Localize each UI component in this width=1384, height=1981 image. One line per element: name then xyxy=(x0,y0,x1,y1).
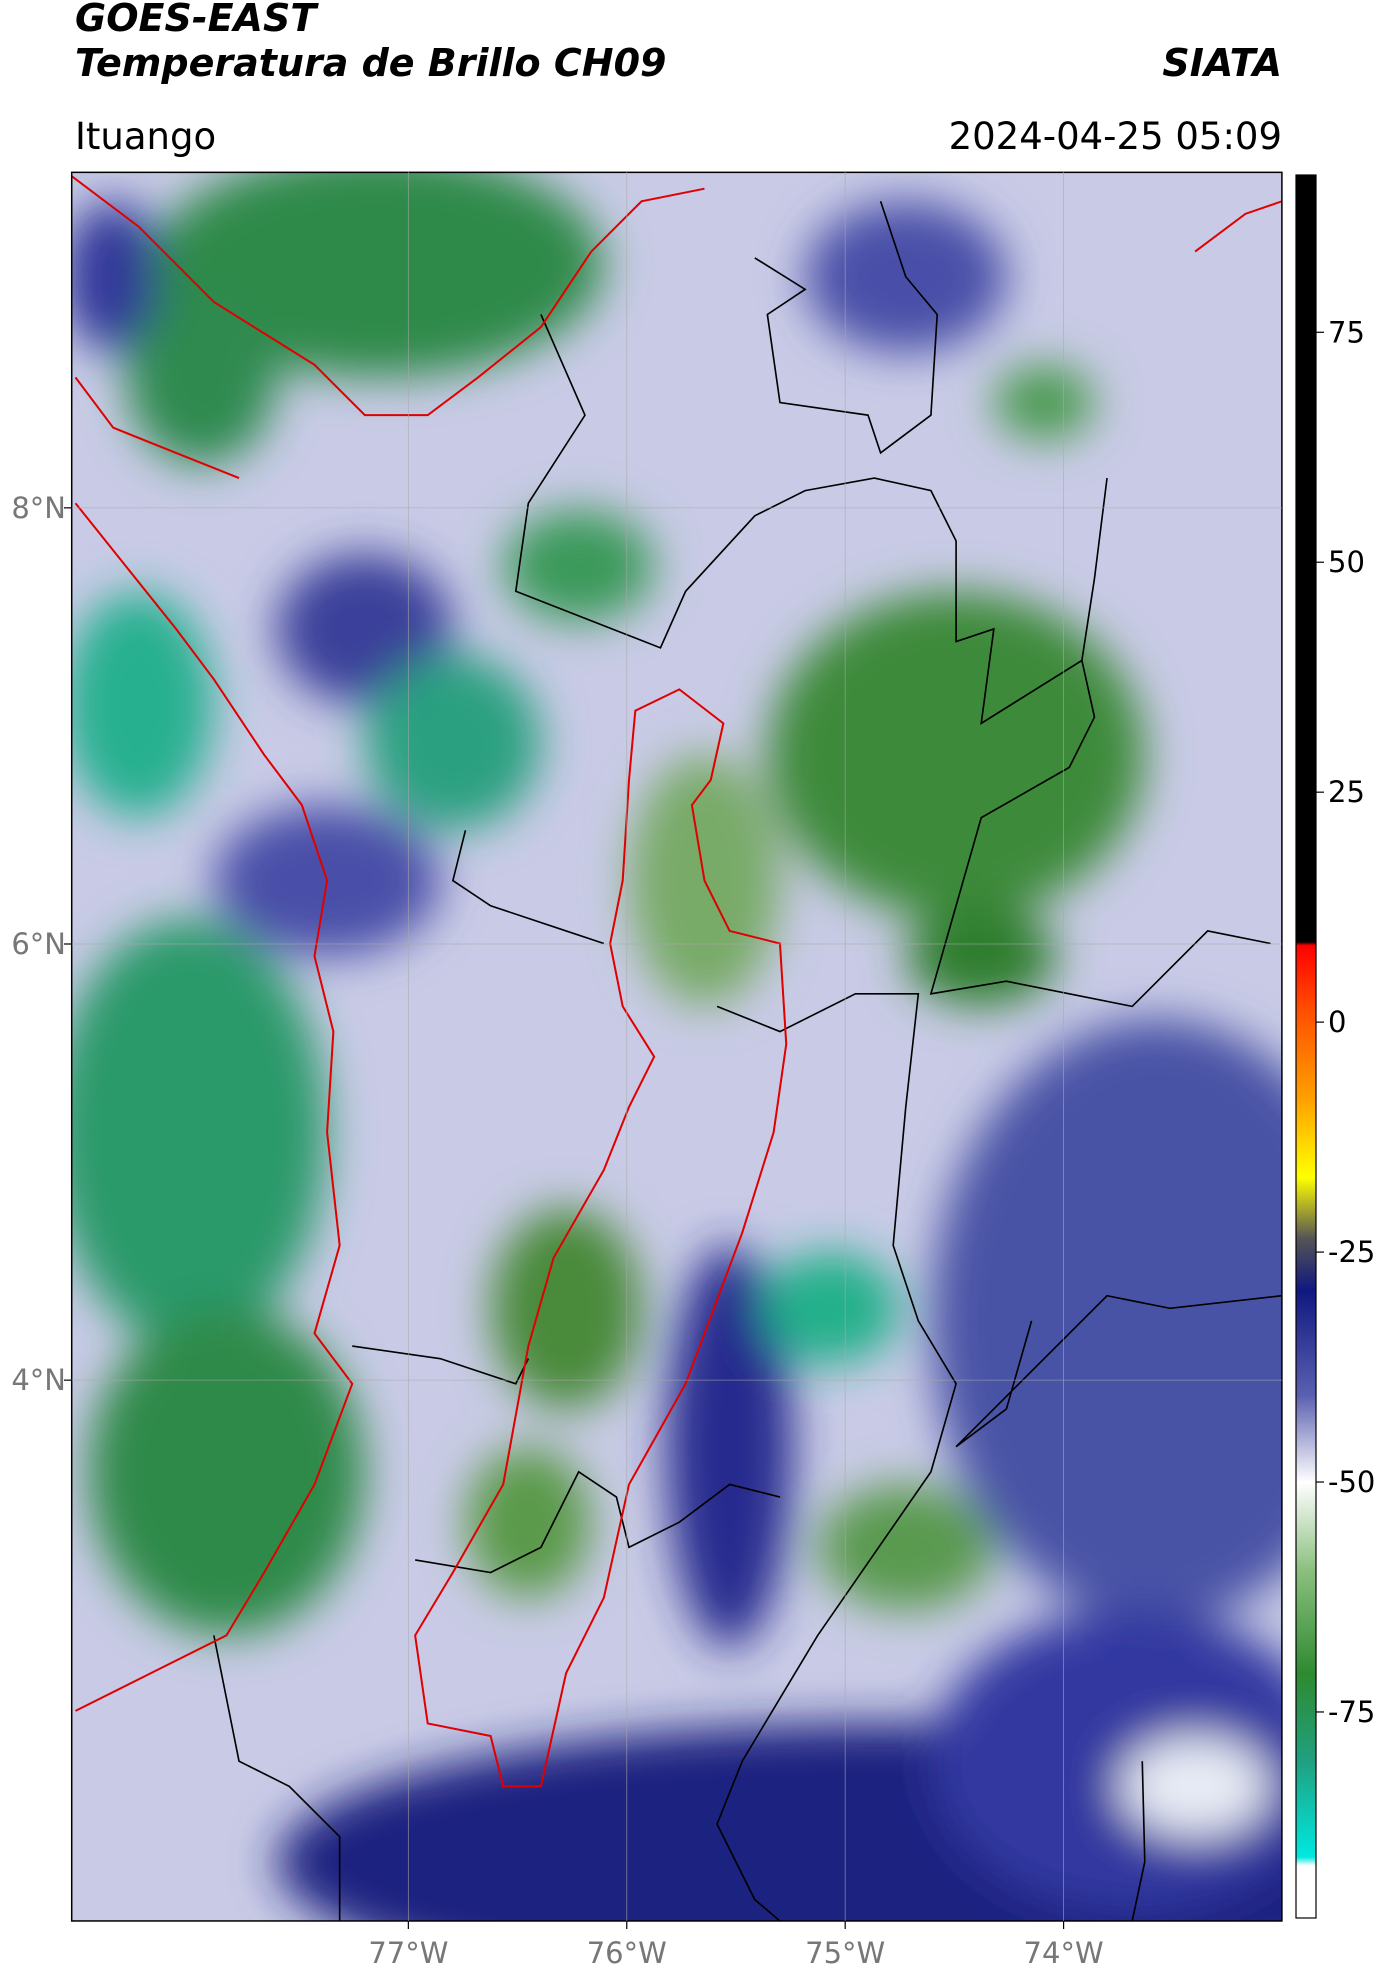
colorbar-tick-label: -50 xyxy=(1328,1465,1375,1499)
colorbar-tick-label: 75 xyxy=(1328,315,1365,349)
x-tick-label: 75°W xyxy=(805,1936,885,1970)
x-tick-label: 77°W xyxy=(368,1936,448,1970)
x-tick-label: 74°W xyxy=(1024,1936,1104,1970)
colorbar-tick-label: 0 xyxy=(1328,1005,1346,1039)
y-tick-label: 4°N xyxy=(11,1363,66,1397)
region: Ituango xyxy=(75,115,216,158)
x-tick-label: 76°W xyxy=(587,1936,667,1970)
colorbar-tick-label: -75 xyxy=(1328,1695,1375,1729)
colorbar-tick-label: 25 xyxy=(1328,775,1365,809)
y-tick-label: 6°N xyxy=(11,927,66,961)
product-title: Temperatura de Brillo CH09 xyxy=(75,41,666,85)
datetime: 2024-04-25 05:09 xyxy=(949,115,1282,158)
satellite-title: GOES-EAST xyxy=(75,0,319,40)
colorbar-tick-label: 50 xyxy=(1328,545,1365,579)
colorbar-tick-label: -25 xyxy=(1328,1235,1375,1269)
y-tick-label: 8°N xyxy=(11,491,66,525)
organization: SIATA xyxy=(1162,41,1282,85)
satellite-image xyxy=(70,171,1283,1922)
colorbar xyxy=(1295,174,1317,1919)
